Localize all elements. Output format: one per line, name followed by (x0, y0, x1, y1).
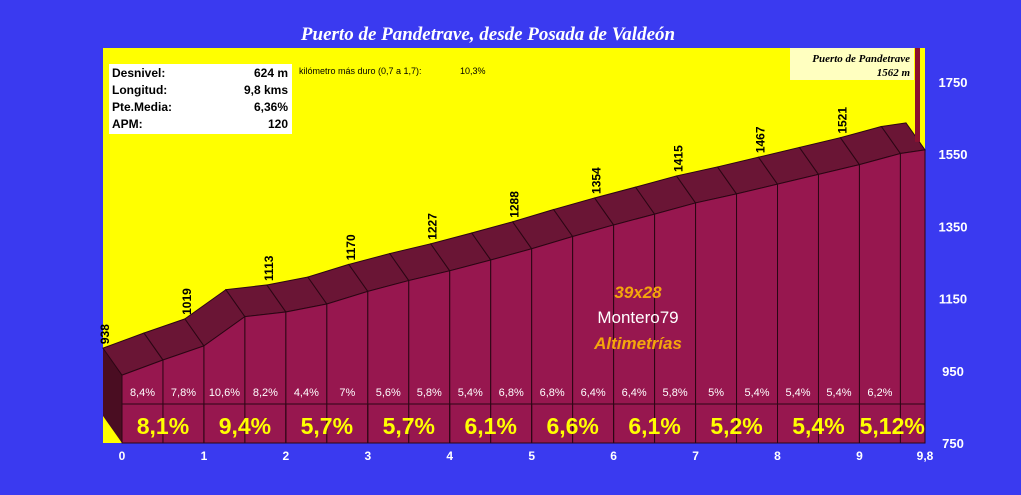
x-tick-label: 9 (856, 449, 863, 463)
altitude-label: 1467 (754, 126, 768, 153)
y-tick-label: 750 (942, 436, 964, 451)
altitude-label: 1113 (262, 255, 276, 281)
segment-percent-label: 5,4% (458, 387, 483, 399)
x-tick-label: 7 (692, 449, 699, 463)
segment-percent-label: 7,8% (171, 387, 196, 399)
km-percent-label: 5,12% (860, 413, 925, 439)
y-tick-label: 1750 (939, 75, 968, 90)
summit-altitude: 1562 m (877, 67, 911, 79)
hardest-km-value: 10,3% (460, 66, 486, 76)
km-percent-label: 5,7% (383, 413, 435, 439)
segment-percent-label: 5,8% (663, 387, 688, 399)
segment-percent-label: 5% (708, 387, 724, 399)
segment-percent-label: 4,4% (294, 387, 319, 399)
summit-name: Puerto de Pandetrave (812, 53, 910, 65)
km-percent-label: 5,4% (792, 413, 844, 439)
x-tick-label: 1 (201, 449, 208, 463)
y-tick-label: 1550 (939, 147, 968, 162)
brand-line-2: Montero79 (597, 308, 678, 327)
stats-box: Desnivel: 624 m Longitud: 9,8 kms Pte.Me… (109, 64, 292, 134)
stats-label: Longitud: (112, 83, 167, 97)
segment-percent-label: 7% (339, 387, 355, 399)
profile-segment (695, 193, 738, 444)
km-percent-label: 5,2% (710, 413, 762, 439)
x-tick-label: 0 (119, 449, 126, 463)
stats-value: 120 (268, 117, 288, 131)
altitude-label: 1227 (426, 213, 440, 240)
segment-percent-label: 5,8% (417, 387, 442, 399)
y-tick-label: 950 (942, 364, 964, 379)
segment-percent-label: 5,4% (785, 387, 810, 399)
km-percent-label: 6,1% (465, 413, 517, 439)
segment-percent-label: 8,2% (253, 387, 278, 399)
x-tick-label: 4 (446, 449, 453, 463)
profile-segment (899, 149, 926, 444)
altitude-label: 1415 (672, 145, 686, 172)
x-tick-label: 8 (774, 449, 781, 463)
segment-percent-label: 10,6% (209, 387, 240, 399)
altitude-label: 1170 (344, 234, 358, 260)
km-percent-label: 9,4% (219, 413, 271, 439)
altitude-label: 1354 (590, 167, 604, 194)
segment-percent-label: 5,4% (744, 387, 769, 399)
km-percent-label: 8,1% (137, 413, 189, 439)
stats-value: 9,8 kms (244, 83, 288, 97)
stats-value: 624 m (254, 66, 288, 80)
profile-side (103, 348, 122, 443)
segment-percent-label: 6,8% (540, 387, 565, 399)
segment-percent-label: 6,8% (499, 387, 524, 399)
stats-label: Desnivel: (112, 66, 165, 80)
altitude-label: 1521 (835, 107, 849, 134)
x-tick-label: 5 (528, 449, 535, 463)
profile-segment (817, 164, 860, 444)
y-tick-label: 1150 (939, 292, 967, 307)
stats-value: 6,36% (254, 100, 288, 114)
profile-layer (102, 48, 926, 444)
summit-box-bg (790, 48, 914, 80)
x-tick-label: 9,8 (917, 449, 934, 463)
summit-marker (915, 48, 920, 142)
summit-box: Puerto de Pandetrave 1562 m (790, 48, 914, 80)
hardest-km-label: kilómetro más duro (0,7 a 1,7): (299, 66, 422, 76)
km-percent-label: 6,1% (628, 413, 680, 439)
profile-segment (613, 213, 656, 444)
stats-label: Pte.Media: (112, 100, 172, 114)
x-tick-label: 3 (364, 449, 371, 463)
segment-percent-label: 8,4% (130, 387, 155, 399)
altitude-label: 1288 (508, 191, 522, 218)
segment-percent-label: 6,2% (867, 387, 892, 399)
segment-percent-label: 5,6% (376, 387, 401, 399)
stats-box-bg (109, 64, 292, 134)
y-tick-label: 1350 (939, 219, 968, 234)
x-tick-label: 6 (610, 449, 617, 463)
stats-label: APM: (112, 117, 143, 131)
km-percent-label: 6,6% (546, 413, 598, 439)
segment-percent-label: 5,4% (826, 387, 851, 399)
km-percent-label: 5,7% (301, 413, 353, 439)
profile-segment (858, 152, 901, 444)
chart-title: Puerto de Pandetrave, desde Posada de Va… (300, 24, 675, 45)
profile-segment (777, 173, 819, 444)
axis-layer: 750 950 1150 1350 1550 1750 0 1 2 3 4 5 6 7 8 9 9,8 (119, 75, 968, 463)
altitude-label: 938 (98, 324, 112, 344)
x-tick-label: 2 (283, 449, 290, 463)
brand-line-1: 39x28 (614, 283, 662, 302)
brand-line-3: Altimetrías (593, 334, 682, 353)
segment-percent-label: 6,4% (622, 387, 647, 399)
segment-percent-label: 6,4% (581, 387, 606, 399)
altitude-label: 1019 (180, 288, 194, 315)
labels-layer: 8,1% 9,4% 5,7% 5,7% 6,1% 6,6% 6,1% 5,2% 5,4% 5,12… (98, 107, 925, 443)
